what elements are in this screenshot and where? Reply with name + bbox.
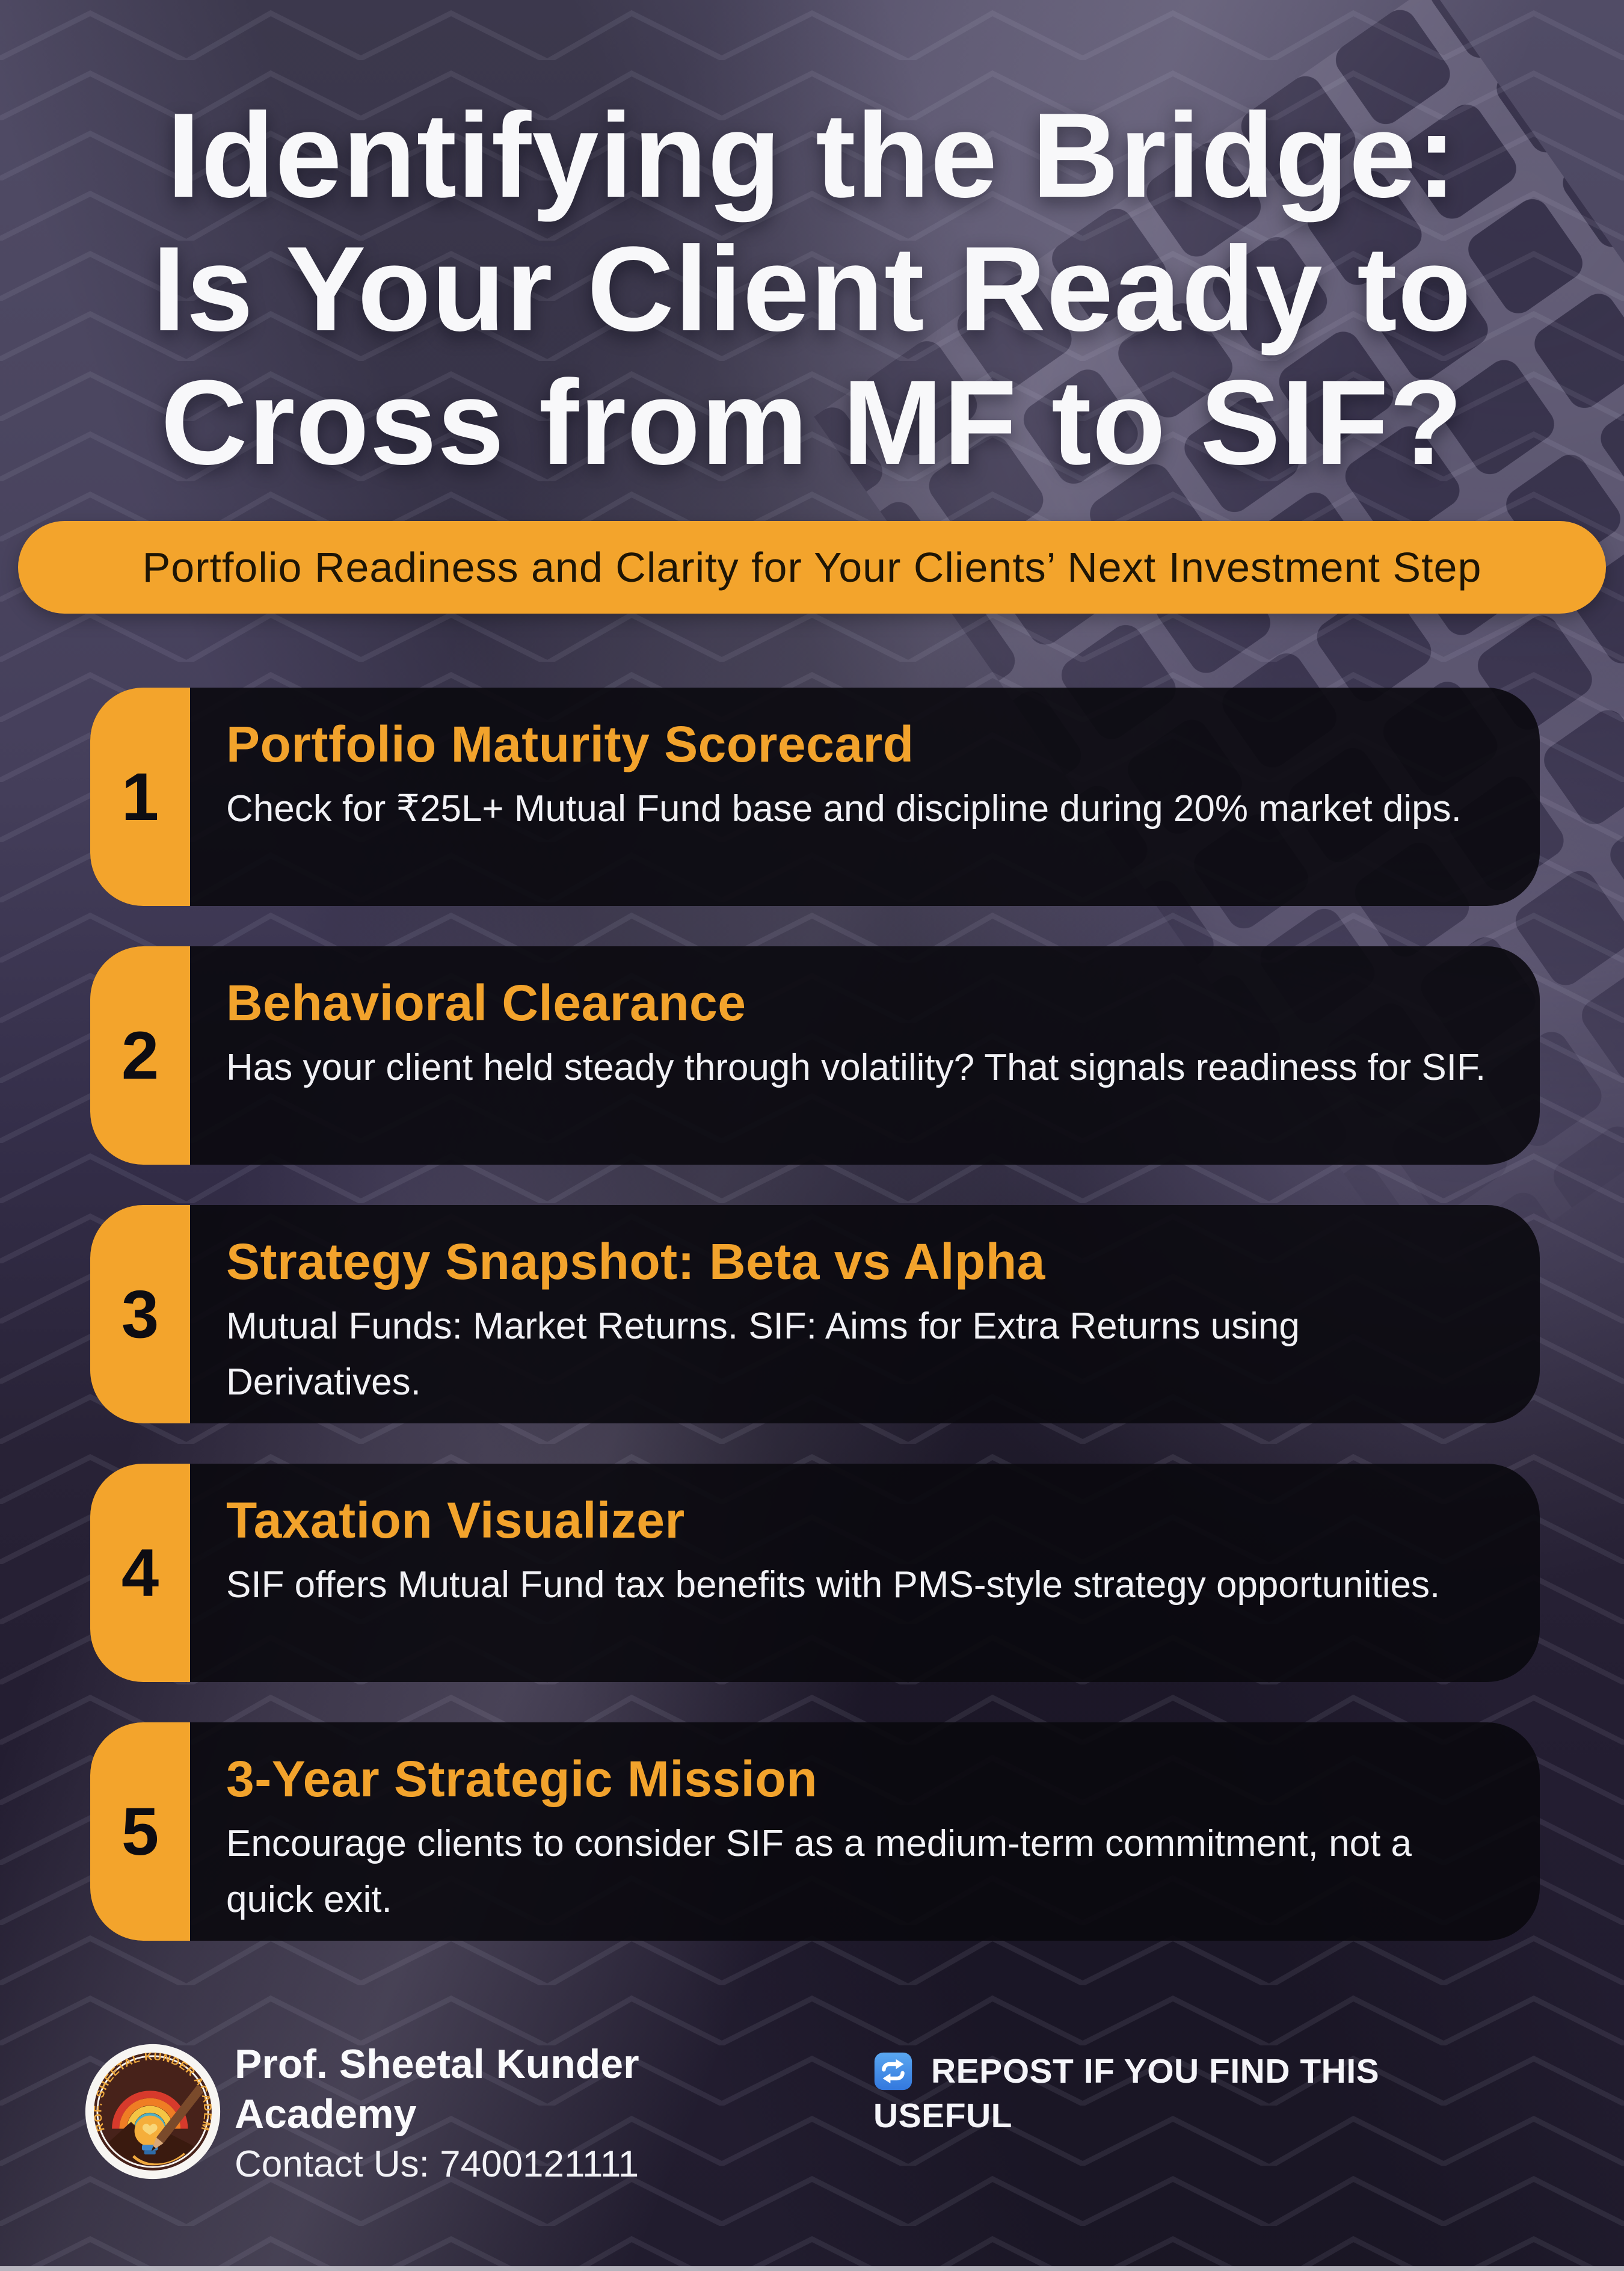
card-number: 3 bbox=[121, 1277, 159, 1352]
card-behavioral-clearance: 2 Behavioral Clearance Has your client h… bbox=[90, 946, 1540, 1165]
number-badge: 4 bbox=[90, 1464, 190, 1682]
card-number: 4 bbox=[121, 1535, 159, 1610]
subtitle-banner: Portfolio Readiness and Clarity for Your… bbox=[18, 521, 1606, 614]
card-body: Mutual Funds: Market Returns. SIF: Aims … bbox=[226, 1305, 1300, 1403]
card-number: 2 bbox=[121, 1018, 159, 1093]
title-line-3: Cross from MF to SIF? bbox=[161, 356, 1463, 490]
title-line-1: Identifying the Bridge: bbox=[167, 88, 1457, 223]
card-body: Has your client held steady through vola… bbox=[226, 1046, 1486, 1088]
repeat-icon bbox=[874, 2052, 912, 2091]
bottom-edge-bar bbox=[0, 2266, 1624, 2271]
card-title: Taxation Visualizer bbox=[226, 1492, 685, 1548]
page-title: Identifying the Bridge: Is Your Client R… bbox=[0, 89, 1624, 490]
logo-art bbox=[99, 2085, 207, 2166]
card-body: Encourage clients to consider SIF as a m… bbox=[226, 1822, 1412, 1920]
card-body: Check for ₹25L+ Mutual Fund base and dis… bbox=[226, 787, 1462, 830]
card-title: Strategy Snapshot: Beta vs Alpha bbox=[226, 1233, 1045, 1290]
number-badge: 2 bbox=[90, 946, 190, 1165]
contact-info: Contact Us: 7400121111 bbox=[235, 2143, 639, 2185]
card-title: 3-Year Strategic Mission bbox=[226, 1751, 818, 1807]
card-number: 5 bbox=[121, 1794, 159, 1869]
academy-logo: PROF. SHEETAL KUNDER ACADEMY bbox=[84, 2043, 221, 2180]
title-line-2: Is Your Client Ready to bbox=[152, 222, 1472, 356]
number-badge: 3 bbox=[90, 1205, 190, 1423]
repost-callout: REPOST IF YOU FIND THIS USEFUL bbox=[873, 2049, 1511, 2138]
card-title: Behavioral Clearance bbox=[226, 975, 746, 1031]
card-strategic-mission: 5 3-Year Strategic Mission Encourage cli… bbox=[90, 1722, 1540, 1941]
number-badge: 5 bbox=[90, 1722, 190, 1941]
card-taxation-visualizer: 4 Taxation Visualizer SIF offers Mutual … bbox=[90, 1464, 1540, 1682]
subtitle-text: Portfolio Readiness and Clarity for Your… bbox=[142, 544, 1482, 591]
repost-text: REPOST IF YOU FIND THIS USEFUL bbox=[873, 2052, 1380, 2136]
number-badge: 1 bbox=[90, 688, 190, 906]
card-body: SIF offers Mutual Fund tax benefits with… bbox=[226, 1564, 1441, 1606]
card-portfolio-maturity: 1 Portfolio Maturity Scorecard Check for… bbox=[90, 688, 1540, 906]
card-number: 1 bbox=[121, 759, 159, 834]
card-strategy-snapshot: 3 Strategy Snapshot: Beta vs Alpha Mutua… bbox=[90, 1205, 1540, 1423]
brand-name: Prof. Sheetal Kunder Academy bbox=[235, 2041, 639, 2137]
card-title: Portfolio Maturity Scorecard bbox=[226, 716, 914, 772]
